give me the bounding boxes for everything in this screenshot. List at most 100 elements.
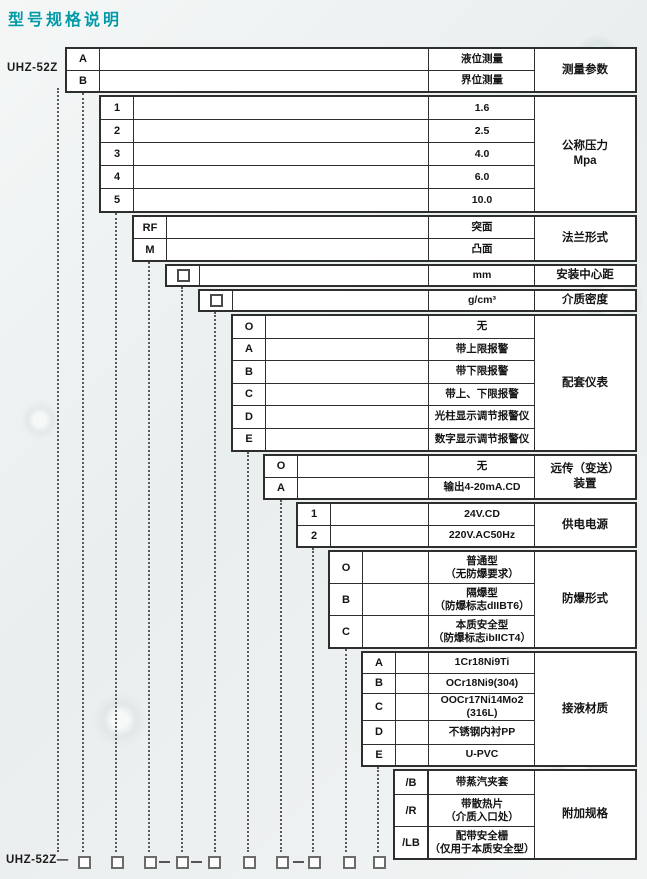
desc-cell: 1.6 xyxy=(428,97,535,119)
filler-cell xyxy=(331,525,428,546)
section-measure-param: A 液位测量 B 界位测量 测量参数 xyxy=(65,47,637,93)
dotted-line-col5 xyxy=(214,312,216,852)
code-cell: 1 xyxy=(298,504,331,525)
filler-cell xyxy=(396,694,428,721)
model-code-square-4 xyxy=(176,856,189,869)
filler-cell xyxy=(100,70,428,91)
filler-cell xyxy=(331,504,428,525)
code-cell: 3 xyxy=(101,143,134,165)
desc-cell: U-PVC xyxy=(428,744,535,765)
filler-cell xyxy=(200,266,428,285)
desc-cell: 1Cr18Ni9Ti xyxy=(428,653,535,673)
desc-cell: 本质安全型 （防爆标志ibIICT4） xyxy=(428,616,535,647)
code-cell: C xyxy=(363,694,396,721)
code-cell: E xyxy=(233,428,266,450)
desc-cell: 220V.AC50Hz xyxy=(428,525,535,546)
model-name-label: UHZ-52Z xyxy=(7,62,58,74)
model-code-square-8 xyxy=(308,856,321,869)
model-code-dash-2 xyxy=(191,861,202,863)
desc-cell: OOCr17Ni14Mo2 (316L) xyxy=(428,694,535,721)
page-title: 型号规格说明 xyxy=(8,12,123,29)
section-pressure: 1 1.6 2 2.5 3 4.0 4 6.0 5 1 xyxy=(99,95,637,213)
code-cell: B xyxy=(233,361,266,383)
filler-cell xyxy=(363,552,428,583)
code-cell: M xyxy=(134,239,167,260)
filler-cell xyxy=(396,673,428,694)
filler-cell xyxy=(363,616,428,647)
code-cell: O xyxy=(330,552,363,583)
section-remote-transmitter: O 无 A 输出4-20mA.CD 远传（变送） 装置 xyxy=(263,454,637,500)
desc-cell: 10.0 xyxy=(428,189,535,211)
filler-cell xyxy=(266,428,428,450)
desc-cell: 凸面 xyxy=(428,239,535,260)
category-cell: 供电电源 xyxy=(534,504,635,546)
section-explosion-proof: O 普通型 （无防爆要求） B 隔爆型 （防爆标志dIIBT6） C 本质安全型… xyxy=(328,550,637,649)
desc-cell: 突面 xyxy=(428,217,535,238)
section-wetted-material: A 1Cr18Ni9Ti B OCr18Ni9(304) C OOCr17Ni1… xyxy=(361,651,637,767)
category-cell: 介质密度 xyxy=(534,291,635,310)
model-code-square-5 xyxy=(208,856,221,869)
category-cell: 公称压力 Mpa xyxy=(534,97,635,211)
model-code-square-10 xyxy=(373,856,386,869)
category-cell: 远传（变送） 装置 xyxy=(534,456,635,498)
filler-cell xyxy=(100,49,428,70)
dotted-line-col2 xyxy=(115,213,117,852)
section-additional-spec: /B 带蒸汽夹套 /R 带散热片 （介质入口处） /LB 配带安全栅 （仅用于本… xyxy=(393,769,637,860)
desc-cell: 光柱显示调节报警仪 xyxy=(428,406,535,428)
code-cell: 2 xyxy=(298,525,331,546)
code-cell: E xyxy=(363,744,396,765)
category-cell: 安装中心距 xyxy=(534,266,635,285)
filler-cell xyxy=(266,361,428,383)
category-cell: 附加规格 xyxy=(534,771,635,858)
desc-cell: 数字显示调节报警仪 xyxy=(428,428,535,450)
desc-cell: 无 xyxy=(428,456,535,477)
dotted-line-col8 xyxy=(312,548,314,852)
code-cell: D xyxy=(233,406,266,428)
desc-cell: 液位测量 xyxy=(428,49,535,70)
desc-cell: 24V.CD xyxy=(428,504,535,525)
desc-cell: 带上、下限报警 xyxy=(428,383,535,405)
code-cell: A xyxy=(265,477,298,498)
filler-cell xyxy=(396,744,428,765)
dotted-line-col1 xyxy=(82,93,84,852)
dotted-line-col7 xyxy=(280,500,282,852)
model-code-label: UHZ-52Z— xyxy=(6,854,69,866)
code-cell: /R xyxy=(395,795,428,827)
section-flange: RF 突面 M 凸面 法兰形式 xyxy=(132,215,637,262)
code-cell: 2 xyxy=(101,120,134,142)
section-power-supply: 1 24V.CD 2 220V.AC50Hz 供电电源 xyxy=(296,502,637,548)
code-cell: B xyxy=(330,584,363,615)
filler-cell xyxy=(396,653,428,673)
code-cell: A xyxy=(363,653,396,673)
filler-cell xyxy=(363,584,428,615)
model-code-square-1 xyxy=(78,856,91,869)
section-center-distance: mm 安装中心距 xyxy=(165,264,637,287)
filler-cell xyxy=(266,316,428,338)
code-cell: A xyxy=(67,49,100,70)
model-code-dash-1 xyxy=(159,861,170,863)
filler-cell xyxy=(134,166,428,188)
code-cell xyxy=(200,291,233,310)
dotted-line-col4 xyxy=(181,287,183,852)
desc-cell: 普通型 （无防爆要求） xyxy=(428,552,535,583)
filler-cell xyxy=(298,456,428,477)
filler-cell xyxy=(134,97,428,119)
category-cell: 接液材质 xyxy=(534,653,635,765)
code-cell: O xyxy=(233,316,266,338)
square-placeholder-icon xyxy=(176,269,190,282)
dotted-line-col10 xyxy=(377,767,379,852)
desc-cell: 带散热片 （介质入口处） xyxy=(428,795,535,827)
section-medium-density: g/cm³ 介质密度 xyxy=(198,289,637,312)
category-cell: 测量参数 xyxy=(534,49,635,91)
filler-cell xyxy=(167,217,428,238)
code-cell: C xyxy=(233,383,266,405)
desc-cell: 隔爆型 （防爆标志dIIBT6） xyxy=(428,584,535,615)
dotted-line-model xyxy=(57,88,59,852)
model-code-square-2 xyxy=(111,856,124,869)
desc-cell: 6.0 xyxy=(428,166,535,188)
code-cell: O xyxy=(265,456,298,477)
filler-cell xyxy=(266,383,428,405)
section-matching-instrument: O 无 A 带上限报警 B 带下限报警 C 带上、下限报警 D xyxy=(231,314,637,452)
code-cell: B xyxy=(363,673,396,694)
